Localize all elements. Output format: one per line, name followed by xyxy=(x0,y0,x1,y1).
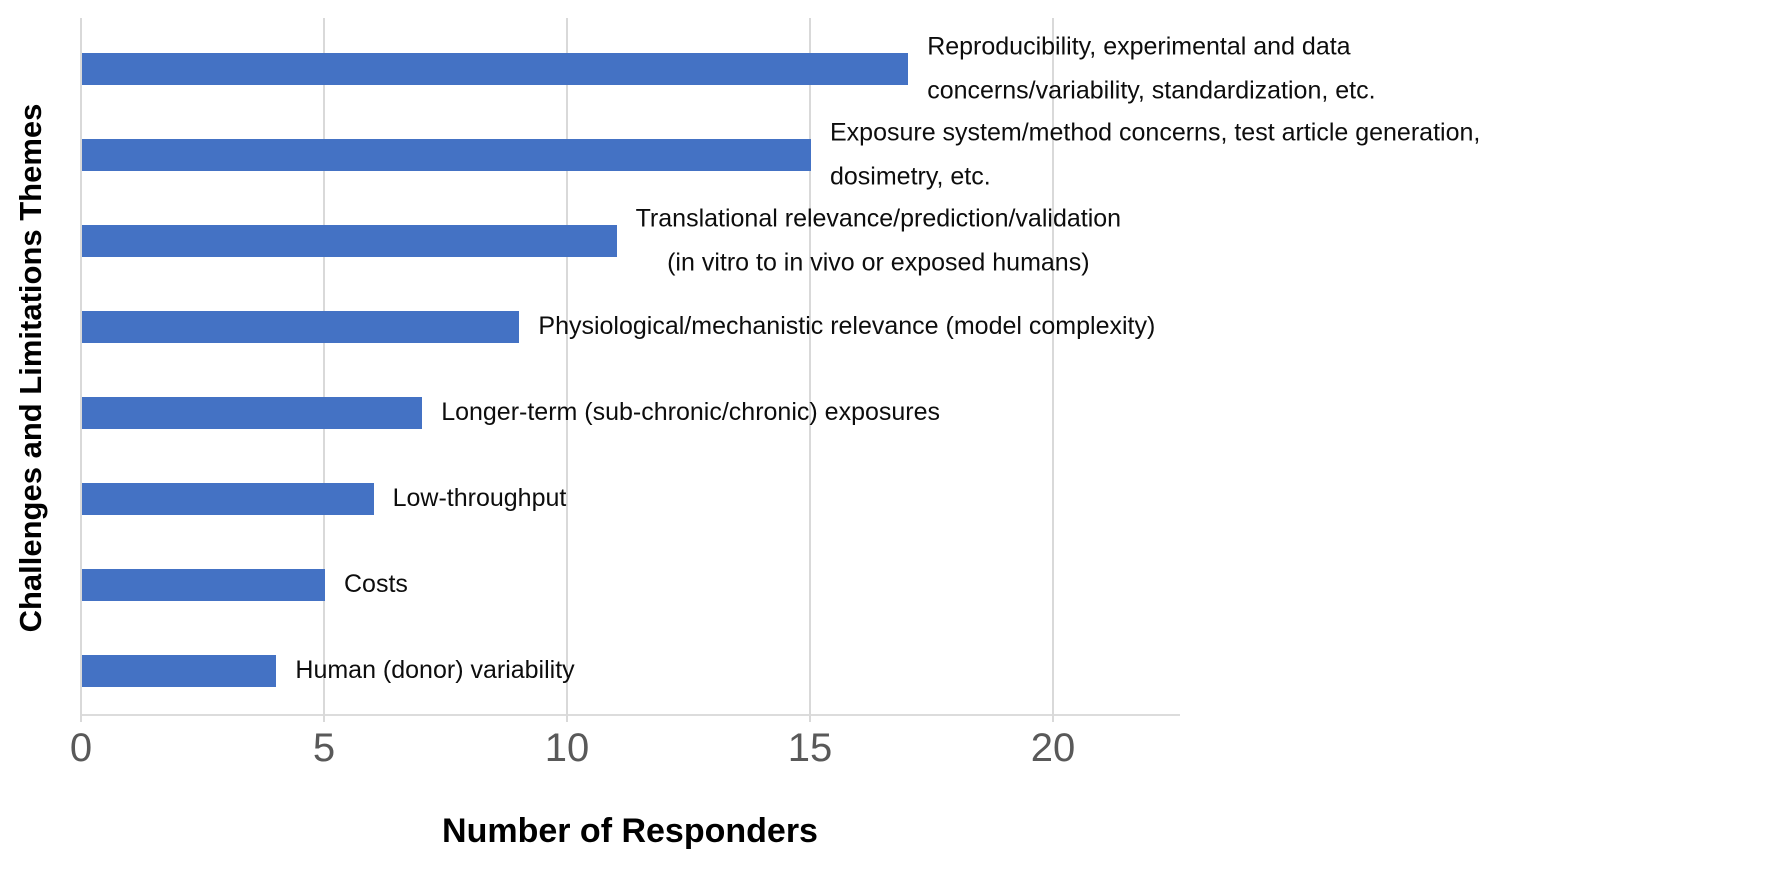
x-axis-line xyxy=(81,714,1180,716)
category-label: Exposure system/method concerns, test ar… xyxy=(830,118,1481,190)
category-label: Longer-term (sub-chronic/chronic) exposu… xyxy=(441,398,941,427)
gridline xyxy=(1052,18,1054,722)
category-label: Physiological/mechanistic relevance (mod… xyxy=(538,312,1156,341)
gridline xyxy=(809,18,811,722)
y-axis-title: Challenges and Limitations Themes xyxy=(13,103,48,633)
category-label: Reproducibility, experimental and data c… xyxy=(927,32,1376,104)
x-tick-label: 20 xyxy=(1030,726,1076,770)
x-tick-label: 15 xyxy=(787,726,833,770)
bar xyxy=(82,397,423,429)
bar xyxy=(82,225,617,257)
category-label: Low-throughput xyxy=(392,484,567,513)
gridline xyxy=(80,18,82,722)
x-tick-label: 5 xyxy=(312,726,336,770)
bar xyxy=(82,483,374,515)
bar xyxy=(82,53,909,85)
category-label: Human (donor) variability xyxy=(295,656,575,685)
bar xyxy=(82,569,325,601)
gridline xyxy=(566,18,568,722)
category-label: Costs xyxy=(344,570,408,599)
x-axis-title: Number of Responders xyxy=(442,812,818,850)
bar xyxy=(82,311,520,343)
x-tick-label: 10 xyxy=(544,726,590,770)
gridline xyxy=(323,18,325,722)
bar xyxy=(82,655,277,687)
category-label: Translational relevance/prediction/valid… xyxy=(635,204,1122,276)
x-tick-label: 0 xyxy=(69,726,93,770)
bar xyxy=(82,139,811,171)
